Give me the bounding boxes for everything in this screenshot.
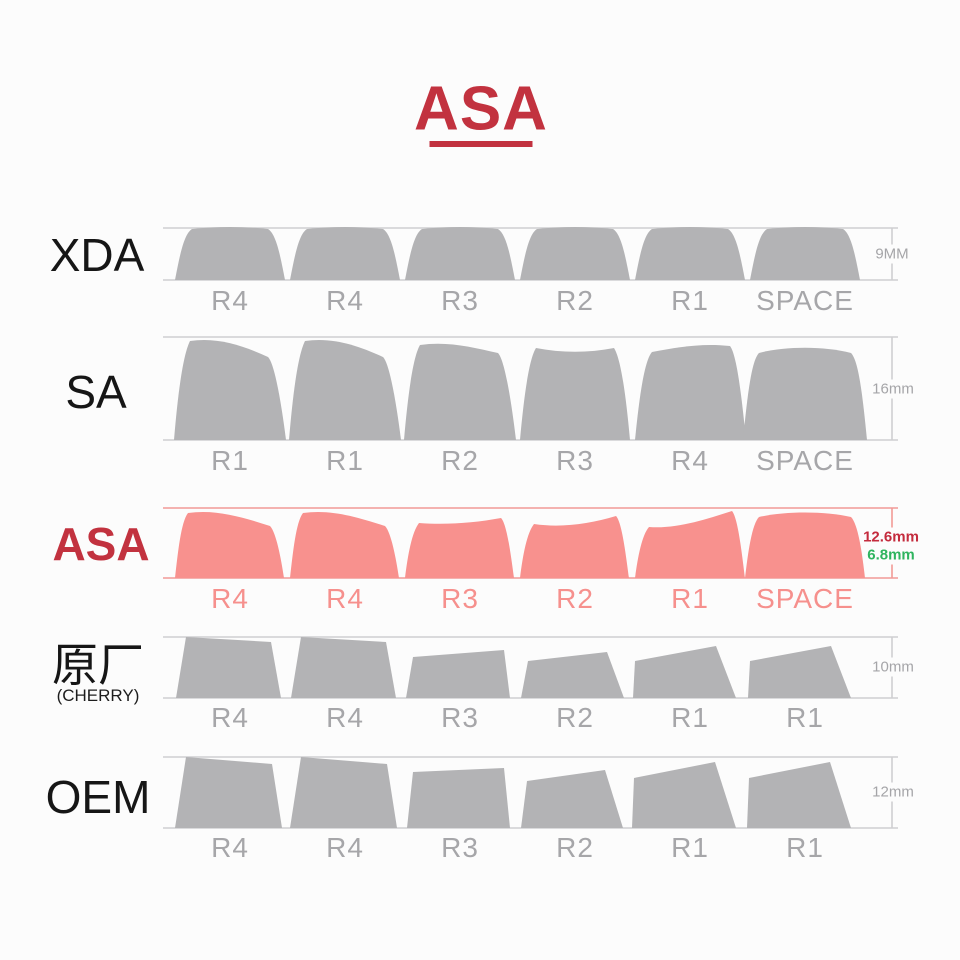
keycap-shape-cherry-2 [406, 650, 510, 698]
key-row-label: SPACE [756, 583, 854, 614]
keycap-shape-xda-5 [750, 227, 860, 280]
key-row-label: R3 [441, 285, 479, 316]
row-sublabel-cherry: (CHERRY) [56, 686, 140, 705]
page-title: ASA [414, 74, 548, 144]
row-label-cherry: 原厂 [52, 639, 144, 691]
key-row-label: R1 [671, 583, 709, 614]
keycap-shape-cherry-5 [748, 646, 851, 698]
key-row-label: R3 [441, 583, 479, 614]
keycap-shape-cherry-1 [291, 637, 396, 698]
keycap-shape-sa-2 [404, 343, 516, 440]
keycap-shape-xda-3 [520, 227, 630, 280]
keycap-shape-asa-3 [520, 516, 629, 578]
key-row-label: SPACE [756, 285, 854, 316]
keycap-shape-oem-4 [632, 762, 736, 828]
keycap-shape-xda-1 [290, 227, 400, 280]
keycap-shape-oem-5 [747, 762, 851, 828]
key-row-label: R4 [211, 832, 249, 863]
key-row-label: R4 [211, 583, 249, 614]
key-row-label: R1 [326, 445, 364, 476]
key-row-label: R1 [671, 285, 709, 316]
key-row-label: R3 [441, 702, 479, 733]
dimension-label-asa-total: 12.6mm [861, 527, 921, 547]
keycap-shape-sa-4 [635, 344, 746, 440]
key-row-label: R3 [556, 445, 594, 476]
key-row-label: R4 [211, 285, 249, 316]
keycap-shape-cherry-0 [176, 637, 281, 698]
keycap-shape-oem-3 [521, 770, 623, 828]
dimension-label-asa-front: 6.8mm [865, 545, 917, 565]
row-label-sa: SA [65, 366, 127, 418]
keycap-shape-xda-2 [405, 227, 515, 280]
key-row-label: R4 [671, 445, 709, 476]
key-row-label: R1 [211, 445, 249, 476]
keycap-shape-cherry-4 [633, 646, 736, 698]
keycap-shape-sa-0 [174, 339, 286, 440]
row-label-xda: XDA [49, 229, 145, 281]
key-row-label: R4 [211, 702, 249, 733]
key-row-label: R1 [671, 702, 709, 733]
dimension-label-oem: 12mm [870, 782, 916, 802]
keycap-shape-xda-4 [635, 227, 745, 280]
keycap-shape-asa-0 [175, 511, 284, 578]
key-row-label: R4 [326, 832, 364, 863]
key-row-label: R1 [786, 832, 824, 863]
key-row-label: SPACE [756, 445, 854, 476]
row-label-asa: ASA [52, 518, 150, 570]
keycap-shape-sa-5 [743, 347, 867, 440]
key-row-label: R1 [671, 832, 709, 863]
dimension-label-sa: 16mm [870, 379, 916, 399]
keycap-shape-oem-1 [290, 757, 397, 828]
keycap-shape-sa-3 [520, 348, 630, 440]
key-row-label: R4 [326, 702, 364, 733]
keycap-shape-asa-1 [290, 511, 399, 578]
dimension-label-xda: 9MM [873, 244, 911, 264]
dimension-label-cherry: 10mm [870, 657, 916, 677]
key-row-label: R3 [441, 832, 479, 863]
key-row-label: R4 [326, 285, 364, 316]
key-row-label: R2 [441, 445, 479, 476]
keycap-shape-oem-2 [407, 768, 510, 828]
key-row-label: R1 [786, 702, 824, 733]
keycap-shape-asa-5 [745, 512, 865, 578]
key-row-label: R2 [556, 583, 594, 614]
key-row-label: R2 [556, 285, 594, 316]
row-label-oem: OEM [45, 771, 151, 823]
keycap-shape-oem-0 [175, 757, 282, 828]
key-row-label: R2 [556, 702, 594, 733]
keycap-shape-sa-1 [289, 339, 401, 440]
keycap-shape-asa-2 [405, 518, 514, 578]
key-row-label: R4 [326, 583, 364, 614]
keycap-shape-cherry-3 [521, 652, 624, 698]
title-underline [429, 141, 533, 147]
key-row-label: R2 [556, 832, 594, 863]
keycap-shape-xda-0 [175, 227, 285, 280]
keycap-shape-asa-4 [635, 511, 745, 578]
